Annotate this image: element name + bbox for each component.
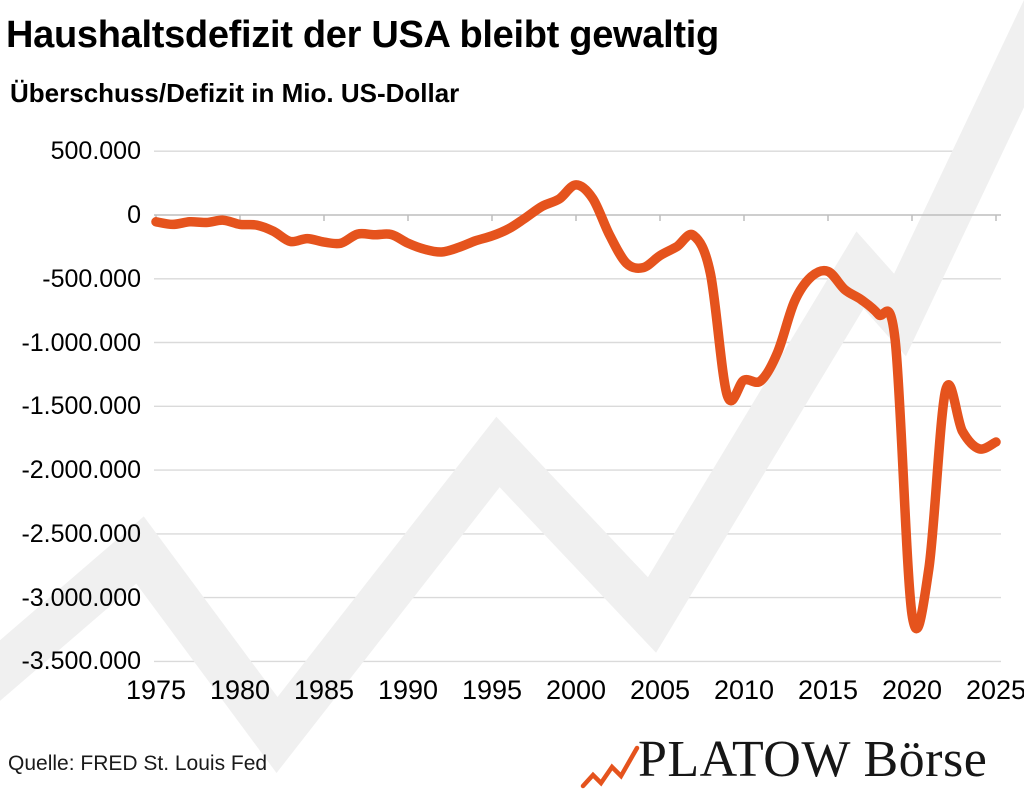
y-axis-label: 500.000 bbox=[50, 137, 141, 165]
x-axis-label: 1990 bbox=[377, 675, 439, 705]
deficit-line-series bbox=[151, 180, 1001, 634]
x-axis-label: 2020 bbox=[881, 675, 943, 705]
y-axis-label: -1.500.000 bbox=[21, 392, 141, 420]
x-axis-label: 1980 bbox=[209, 675, 271, 705]
y-axis-label: -3.500.000 bbox=[21, 647, 141, 675]
chart-subtitle: Überschuss/Defizit in Mio. US-Dollar bbox=[10, 78, 460, 108]
publisher-logo: PLATOW Börse bbox=[576, 730, 1022, 796]
y-axis-label: -2.500.000 bbox=[21, 520, 141, 548]
y-axis-label: -2.000.000 bbox=[21, 456, 141, 484]
y-axis-label: -500.000 bbox=[42, 265, 141, 293]
x-axis-label: 2000 bbox=[545, 675, 607, 705]
x-axis-label: 1975 bbox=[125, 675, 187, 705]
x-axis-label: 2025 bbox=[965, 675, 1024, 705]
x-axis-label: 2015 bbox=[797, 675, 859, 705]
logo-text: PLATOW Börse bbox=[638, 731, 988, 788]
x-axis-label: 1985 bbox=[293, 675, 355, 705]
logo-zigzag-icon bbox=[580, 745, 640, 789]
x-axis-label: 2010 bbox=[713, 675, 775, 705]
source-caption: Quelle: FRED St. Louis Fed bbox=[8, 752, 268, 775]
x-axis-label: 2005 bbox=[629, 675, 691, 705]
x-axis-label: 1995 bbox=[461, 675, 523, 705]
chart-title: Haushaltsdefizit der USA bleibt gewaltig bbox=[6, 14, 719, 56]
y-axis-label: -1.000.000 bbox=[21, 329, 141, 357]
y-axis-label: 0 bbox=[127, 201, 141, 229]
watermark-zigzag bbox=[0, 0, 1024, 773]
y-axis-label: -3.000.000 bbox=[21, 584, 141, 612]
